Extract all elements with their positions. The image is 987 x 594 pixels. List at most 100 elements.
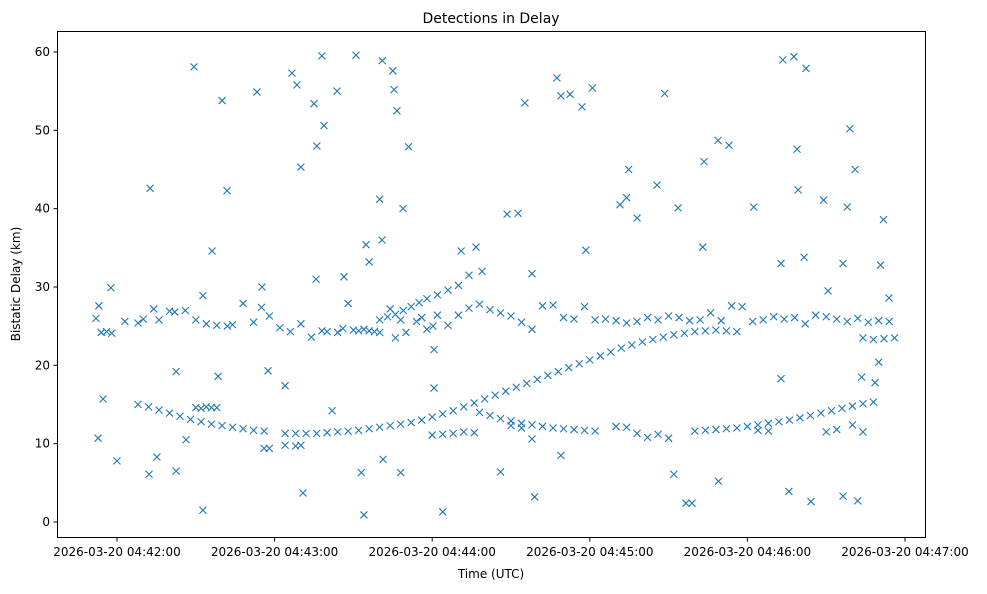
data-point-marker [580,426,589,435]
data-point-marker [864,318,873,327]
data-point-marker [802,64,810,73]
data-point-marker [333,328,342,337]
data-point-marker [94,434,102,443]
y-tick-label: 0 [42,515,50,529]
data-point-marker [214,372,223,381]
data-point-marker [764,419,773,428]
data-point-marker [199,291,207,300]
data-point-marker [417,313,426,322]
data-point-marker [738,302,747,311]
data-point-marker [759,316,768,324]
data-point-marker [725,141,733,150]
data-point-marker [320,121,328,130]
data-point-marker [149,305,158,313]
data-point-marker [528,269,536,278]
data-point-marker [701,426,710,435]
data-point-marker [859,334,867,342]
data-point-marker [871,378,879,387]
data-point-marker [822,428,831,436]
x-tick-label: 2026-03-20 04:43:00 [211,545,338,559]
data-point-marker [585,355,594,364]
data-point-marker [264,366,272,375]
data-point-marker [633,429,641,438]
data-point-marker [223,186,231,195]
data-point-marker [120,317,129,326]
data-point-marker [190,62,198,71]
data-point-marker [682,499,690,508]
data-point-marker [601,315,610,324]
data-point-marker [777,259,785,268]
data-point-marker [496,467,505,476]
data-point-marker [843,203,852,211]
data-point-marker [727,301,736,310]
data-point-marker [794,185,802,194]
data-point-marker [660,89,669,98]
data-point-marker [212,321,221,330]
data-point-marker [688,499,696,508]
data-point-marker [616,200,624,209]
data-point-marker [354,426,363,435]
data-point-marker [146,184,154,193]
data-point-marker [296,441,305,450]
y-tick-label: 10 [35,437,50,451]
data-point-marker [778,55,787,64]
data-point-marker [313,142,321,150]
data-point-marker [362,240,370,249]
data-point-marker [564,363,573,372]
data-point-marker [253,88,261,96]
data-point-marker [528,435,536,443]
data-point-marker [155,316,163,324]
data-point-marker [848,402,857,410]
y-axis: 0 10 20 30 40 50 60 [35,45,58,529]
data-point-marker [612,316,620,325]
data-point-marker [404,142,413,151]
data-point-marker [228,320,237,329]
data-point-marker [360,325,368,334]
data-point-marker [352,51,360,60]
data-point-marker [801,319,810,328]
x-tick-label: 2026-03-20 04:42:00 [53,545,180,559]
data-point-marker [386,305,395,313]
data-point-marker [228,423,237,432]
data-point-marker [790,313,799,322]
data-point-marker [538,422,547,431]
data-point-marker [557,451,565,460]
data-point-marker [357,468,366,477]
data-point-marker [333,428,342,436]
data-point-marker [696,316,705,324]
data-point-marker [570,315,578,324]
data-point-marker [832,315,841,324]
data-point-marker [281,381,289,390]
data-point-marker [633,214,641,222]
data-point-marker [796,413,804,422]
data-point-marker [659,333,668,342]
data-point-marker [449,429,458,438]
data-point-marker [383,312,392,321]
data-point-marker [496,414,505,423]
data-point-marker [528,325,536,334]
data-point-marker [664,434,673,443]
y-tick-label: 20 [35,358,50,372]
data-point-marker [165,409,174,418]
data-point-marker [749,203,758,211]
data-point-marker [617,344,626,352]
data-point-marker [470,428,479,437]
data-point-marker [475,300,484,309]
data-point-marker [296,319,305,328]
data-point-marker [223,322,232,331]
data-point-marker [549,301,557,309]
data-point-marker [302,429,311,438]
data-point-marker [528,420,536,429]
data-point-marker [354,326,363,335]
data-point-marker [522,379,531,388]
data-point-marker [675,313,683,322]
data-point-marker [186,415,195,424]
data-point-marker [874,316,883,325]
data-point-marker [733,424,741,432]
data-point-marker [378,56,387,65]
data-point-marker [430,345,438,354]
data-point-marker [113,457,121,465]
data-point-marker [288,69,296,78]
data-point-marker [714,136,722,145]
